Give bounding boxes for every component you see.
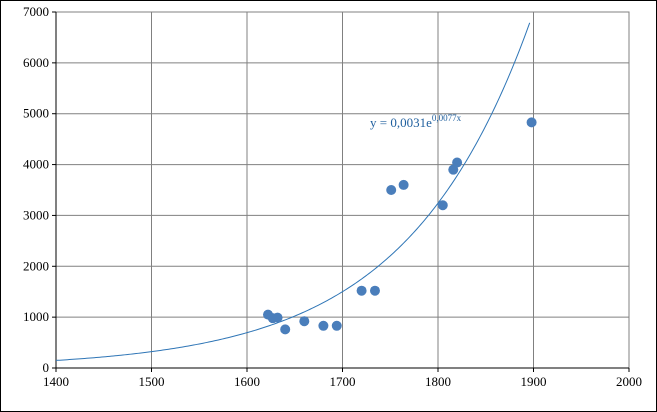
y-tick-label: 3000 — [23, 207, 49, 222]
y-tick-label: 4000 — [23, 157, 49, 172]
data-point — [369, 285, 380, 296]
y-tick-label: 7000 — [23, 4, 49, 19]
data-point — [452, 157, 463, 168]
data-point — [526, 117, 537, 128]
y-tick-label: 2000 — [23, 258, 49, 273]
y-tick-label: 6000 — [23, 55, 49, 70]
data-point — [331, 320, 342, 331]
x-tick-label: 1400 — [43, 374, 69, 389]
data-points — [263, 117, 537, 335]
exponential-trendline — [55, 22, 531, 361]
x-tick-label: 1500 — [139, 374, 165, 389]
x-tick-label: 2000 — [616, 374, 642, 389]
data-point — [299, 316, 310, 327]
x-tick-label: 1700 — [330, 374, 356, 389]
y-tick-label: 1000 — [23, 309, 49, 324]
trendline-equation: y = 0,0031e0,0077x — [370, 113, 462, 130]
y-tick-labels: 0 1000 2000 3000 4000 5000 6000 7000 — [23, 4, 56, 375]
x-tick-label: 1900 — [521, 374, 547, 389]
y-tick-label: 0 — [43, 360, 50, 375]
data-point — [437, 200, 448, 211]
grid-lines — [56, 11, 630, 368]
trendline-equation-base: y = 0,0031e — [370, 115, 432, 130]
x-tick-label: 1800 — [425, 374, 451, 389]
data-point — [386, 185, 397, 195]
x-tick-labels: 1400 1500 1600 1700 1800 1900 2000 — [43, 368, 642, 389]
trendline-equation-exponent: 0,0077x — [432, 113, 462, 123]
y-tick-label: 5000 — [23, 106, 49, 121]
x-tick-label: 1600 — [234, 374, 260, 389]
data-point — [280, 324, 291, 335]
data-point — [398, 179, 409, 190]
data-point — [356, 285, 367, 296]
data-point — [318, 320, 329, 331]
data-point — [272, 312, 283, 323]
